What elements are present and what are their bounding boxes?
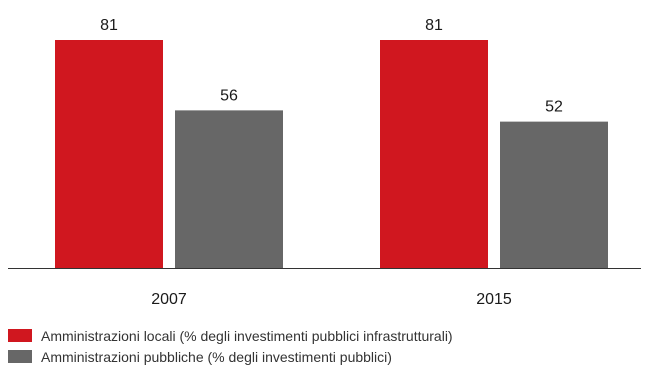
legend-label-series-2: Amministrazioni pubbliche (% degli inves…: [41, 348, 392, 365]
data-label-2007-series-1: 81: [100, 17, 118, 34]
x-tick-labels-group: 2007 2015: [151, 291, 512, 308]
bar-2007-series-1: [55, 40, 163, 268]
bar-chart: 81 56 81 52 2007 2015: [8, 17, 641, 308]
bar-2015-series-2: [500, 121, 608, 268]
bar-2015-series-1: [380, 40, 488, 268]
data-label-2015-series-1: 81: [425, 17, 443, 34]
data-label-2007-series-2: 56: [220, 87, 238, 104]
bar-2007-series-2: [175, 110, 283, 269]
legend-swatch-series-1: [8, 329, 32, 342]
legend: Amministrazioni locali (% degli investim…: [8, 325, 453, 367]
legend-swatch-series-2: [8, 350, 32, 363]
data-labels-group: 81 56 81 52: [100, 17, 563, 116]
legend-label-series-1: Amministrazioni locali (% degli investim…: [41, 327, 453, 344]
legend-item-series-1: Amministrazioni locali (% degli investim…: [8, 325, 453, 346]
data-label-2015-series-2: 52: [545, 99, 563, 116]
x-tick-label-2007: 2007: [151, 291, 187, 308]
legend-item-series-2: Amministrazioni pubbliche (% degli inves…: [8, 346, 453, 367]
bars-group: [55, 40, 608, 269]
x-tick-label-2015: 2015: [476, 291, 512, 308]
